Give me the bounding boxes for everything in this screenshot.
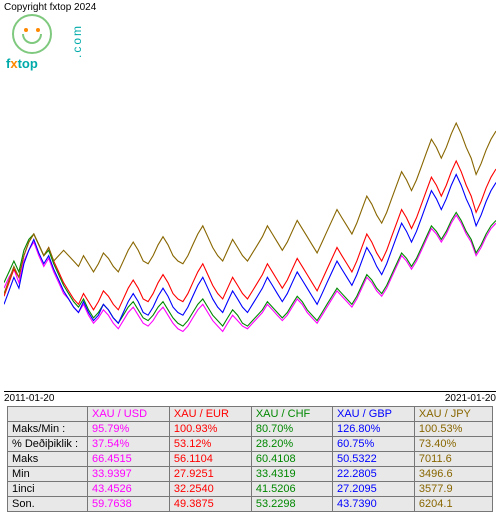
table-header-row: XAU / USDXAU / EURXAU / CHFXAU / GBPXAU … — [8, 407, 493, 422]
table-cell: 33.4319 — [251, 467, 332, 482]
series-xau-eur — [4, 161, 496, 310]
table-row: Son.59.763849.387553.229843.73906204.1 — [8, 497, 493, 512]
table-row: % Deðiþiklik :37.54%53.12%28.20%60.75%73… — [8, 437, 493, 452]
table-cell: 3577.9 — [414, 482, 492, 497]
table-cell: 41.5206 — [251, 482, 332, 497]
x-start-label: 2011-01-20 — [4, 393, 54, 404]
table-row-label: 1inci — [8, 482, 88, 497]
table-cell: 80.70% — [251, 422, 332, 437]
table-row: Maks/Min :95.79%100.93%80.70%126.80%100.… — [8, 422, 493, 437]
table-row: Min33.939727.925133.431922.28053496.6 — [8, 467, 493, 482]
table-cell: 56.1104 — [169, 452, 251, 467]
table-cell: 6204.1 — [414, 497, 492, 512]
table-cell: 60.75% — [332, 437, 414, 452]
table-header-cell: XAU / EUR — [169, 407, 251, 422]
table-cell: 7011.6 — [414, 452, 492, 467]
table-cell: 27.9251 — [169, 467, 251, 482]
table-cell: 43.7390 — [332, 497, 414, 512]
table-cell: 22.2805 — [332, 467, 414, 482]
price-chart — [4, 12, 496, 392]
table-cell: 100.53% — [414, 422, 492, 437]
table-cell: 28.20% — [251, 437, 332, 452]
table-row-label: Min — [8, 467, 88, 482]
table-cell: 3496.6 — [414, 467, 492, 482]
table-header-cell: XAU / GBP — [332, 407, 414, 422]
table-cell: 60.4108 — [251, 452, 332, 467]
table-header-cell: XAU / CHF — [251, 407, 332, 422]
series-xau-jpy — [4, 123, 496, 294]
table-cell: 43.4526 — [88, 482, 170, 497]
table-cell: 95.79% — [88, 422, 170, 437]
table-cell: 27.2095 — [332, 482, 414, 497]
table-row-label: Son. — [8, 497, 88, 512]
table-cell: 37.54% — [88, 437, 170, 452]
data-table: XAU / USDXAU / EURXAU / CHFXAU / GBPXAU … — [7, 406, 493, 512]
table-cell: 66.4515 — [88, 452, 170, 467]
table-header-cell: XAU / JPY — [414, 407, 492, 422]
table-row-label: Maks/Min : — [8, 422, 88, 437]
table-cell: 53.12% — [169, 437, 251, 452]
x-axis-labels: 2011-01-20 2021-01-20 — [4, 393, 496, 404]
table-row-label: % Deðiþiklik : — [8, 437, 88, 452]
table-header-blank — [8, 407, 88, 422]
table-row-label: Maks — [8, 452, 88, 467]
table-cell: 50.5322 — [332, 452, 414, 467]
table-cell: 49.3875 — [169, 497, 251, 512]
table-cell: 100.93% — [169, 422, 251, 437]
x-end-label: 2021-01-20 — [445, 393, 496, 404]
series-xau-usd — [4, 215, 496, 331]
table-cell: 126.80% — [332, 422, 414, 437]
table-row: Maks66.451556.110460.410850.53227011.6 — [8, 452, 493, 467]
table-cell: 33.9397 — [88, 467, 170, 482]
table-row: 1inci43.452632.254041.520627.20953577.9 — [8, 482, 493, 497]
table-cell: 53.2298 — [251, 497, 332, 512]
table-cell: 32.2540 — [169, 482, 251, 497]
table-cell: 59.7638 — [88, 497, 170, 512]
table-header-cell: XAU / USD — [88, 407, 170, 422]
table-cell: 73.40% — [414, 437, 492, 452]
